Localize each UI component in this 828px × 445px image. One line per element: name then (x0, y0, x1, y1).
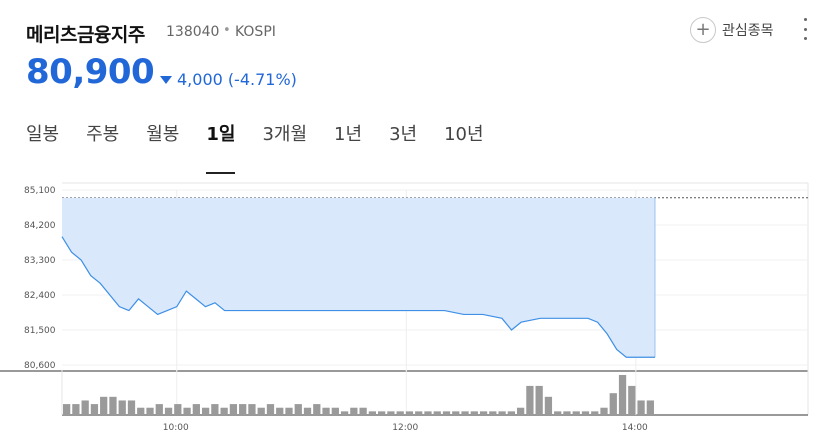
tab-monthly[interactable]: 월봉 (146, 124, 180, 145)
tab-3month[interactable]: 3개월 (262, 124, 308, 145)
volume-bar (146, 407, 154, 415)
current-price: 80,900 (26, 52, 155, 92)
period-tabs: 일봉 주봉 월봉 1일 3개월 1년 3년 10년 (26, 120, 511, 174)
price-chart[interactable]: 85,100 84,200 83,300 82,400 81,500 80,600 10:0… (0, 175, 828, 445)
stock-code: 138040 (166, 24, 220, 40)
y-tick-label: 81,500 (24, 326, 56, 336)
volume-bar (183, 407, 191, 415)
volume-bar (266, 404, 275, 415)
volume-bar (313, 404, 321, 415)
volume-bar (63, 404, 71, 415)
stock-name: 메리츠금융지주 (26, 24, 145, 46)
volume-bar (201, 407, 210, 415)
volume-bar (118, 400, 126, 415)
volume-bar (415, 411, 423, 415)
volume-bar (452, 411, 460, 415)
volume-bar (600, 407, 608, 415)
volume-bar (378, 411, 386, 415)
volume-bar (100, 396, 108, 415)
volume-bar (489, 411, 497, 415)
price-area (62, 197, 655, 358)
volume-bar (127, 400, 136, 415)
volume-bar (322, 407, 330, 415)
volume-bar (433, 411, 441, 415)
volume-bar (581, 411, 590, 415)
volume-bar (387, 411, 395, 415)
volume-bar (294, 404, 302, 415)
tab-daily[interactable]: 일봉 (26, 124, 60, 145)
volume-bar (81, 400, 89, 415)
volume-bar (544, 396, 553, 415)
volume-bar (90, 404, 99, 415)
volume-bar (396, 411, 404, 415)
volume-bar (637, 400, 645, 415)
more-options-icon[interactable] (802, 18, 808, 40)
volume-bar (618, 375, 627, 415)
y-tick-label: 83,300 (24, 256, 56, 266)
x-tick-label: 12:00 (392, 423, 418, 433)
volume-bar (628, 385, 636, 415)
x-tick-label: 14:00 (622, 423, 648, 433)
down-arrow-icon (160, 76, 172, 84)
change-amount: 4,000 (177, 70, 223, 89)
volume-bar (609, 393, 617, 415)
volume-bar (424, 411, 432, 415)
volume-bar (340, 411, 349, 415)
stock-header: 메리츠금융지주 138040 • KOSPI (26, 14, 828, 46)
volume-bar (405, 411, 414, 415)
y-tick-label: 85,100 (24, 186, 56, 196)
y-tick-label: 80,600 (24, 361, 56, 371)
volume-bar (164, 407, 173, 415)
volume-bar (285, 407, 293, 415)
volume-bar (257, 407, 265, 415)
separator-dot: • (223, 23, 231, 38)
volume-bar (350, 407, 358, 415)
volume-bar (516, 407, 525, 415)
volume-bar (535, 385, 543, 415)
volume-bar (442, 411, 451, 415)
volume-bar (192, 404, 200, 415)
volume-bar (470, 411, 478, 415)
y-tick-label: 84,200 (24, 221, 56, 231)
volume-bar (229, 404, 238, 415)
volume-bar (498, 411, 506, 415)
y-tick-label: 82,400 (24, 291, 56, 301)
x-tick-label: 10:00 (163, 423, 189, 433)
tab-3year[interactable]: 3년 (389, 124, 418, 145)
volume-bar (554, 411, 562, 415)
add-watchlist-button[interactable]: + 관심종목 (690, 16, 774, 44)
volume-bar (276, 407, 284, 415)
volume-bar (507, 411, 515, 415)
plus-icon: + (690, 17, 716, 43)
volume-bar (591, 411, 599, 415)
volume-bar (331, 407, 339, 415)
volume-bar (646, 400, 654, 415)
volume-bar (109, 396, 117, 415)
volume-bar (137, 407, 145, 415)
tab-1year[interactable]: 1년 (334, 124, 363, 145)
volume-bar (359, 407, 367, 415)
volume-bar (303, 407, 312, 415)
volume-bar (526, 385, 534, 415)
volume-bar (211, 404, 219, 415)
stock-market: KOSPI (235, 24, 276, 40)
tab-1day[interactable]: 1일 (206, 120, 236, 174)
volume-bar (220, 407, 228, 415)
tab-weekly[interactable]: 주봉 (86, 124, 120, 145)
volume-bar (248, 404, 256, 415)
watchlist-label: 관심종목 (722, 23, 774, 39)
tab-10year[interactable]: 10년 (444, 124, 484, 145)
change-percent: (-4.71%) (227, 70, 297, 89)
price-line (61, 236, 655, 358)
volume-bar (239, 404, 247, 415)
volume-bar (563, 411, 571, 415)
volume-bar (479, 411, 488, 415)
volume-bar (461, 411, 469, 415)
volume-bar (572, 411, 580, 415)
volume-bar (174, 404, 182, 415)
volume-bar (72, 404, 80, 415)
volume-bar (155, 404, 163, 415)
price-change: 4,000 (-4.71%) (160, 70, 297, 89)
volume-bar (368, 411, 377, 415)
